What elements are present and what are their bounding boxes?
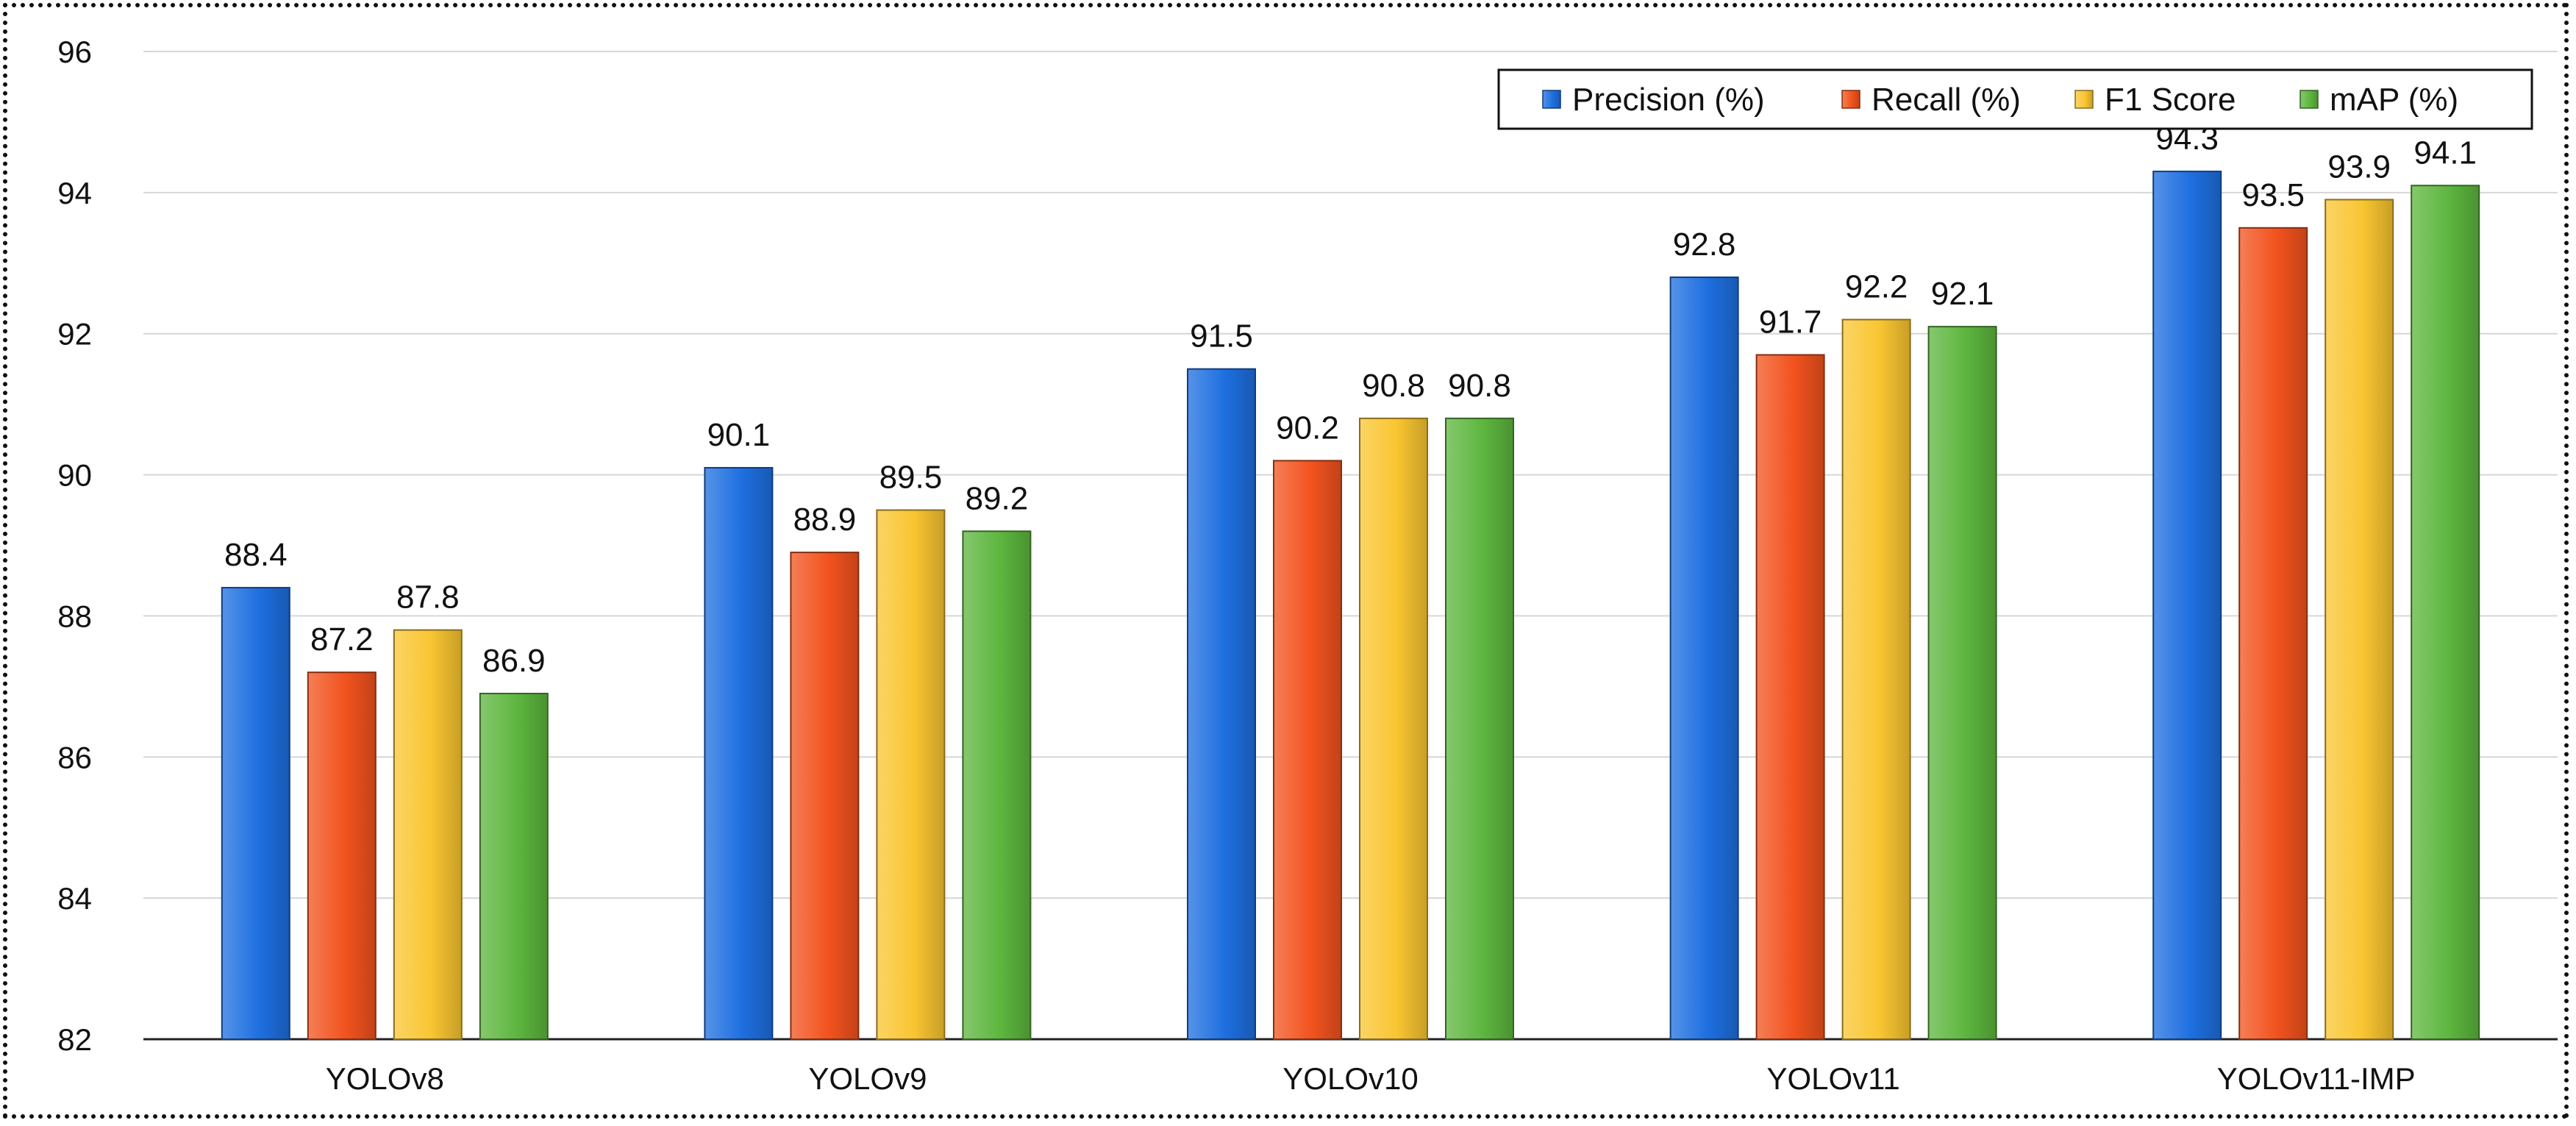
y-tick-label: 96 [57,35,92,69]
data-label: 93.5 [2241,177,2305,213]
data-label: 93.9 [2327,149,2391,185]
data-label: 89.5 [880,460,943,496]
bar-yolov10-1 [1273,460,1342,1040]
bar-yolov9-1 [790,552,860,1040]
bars [221,171,2480,1041]
x-category-label: YOLOv11 [1766,1061,1899,1096]
x-category-label: YOLOv10 [1282,1061,1418,1096]
bar-yolov8-3 [479,692,549,1040]
data-label: 91.5 [1190,318,1253,354]
y-tick-label: 82 [57,1022,92,1057]
data-label: 92.1 [1931,276,1994,312]
bar-yolov8-2 [393,629,463,1040]
data-label: 90.8 [1448,368,1511,404]
bar-yolov11-imp-2 [2325,199,2394,1041]
legend-label: F1 Score [2105,82,2236,118]
bar-yolov10-0 [1187,368,1256,1040]
y-tick-label: 90 [57,458,92,493]
y-tick-label: 88 [57,599,92,633]
y-tick-label: 84 [57,881,92,916]
data-label: 86.9 [482,643,546,679]
bar-yolov11-2 [1841,318,1911,1040]
data-label: 91.7 [1759,304,1822,340]
legend-swatch [2074,90,2094,109]
bar-yolov11-1 [1755,354,1825,1040]
x-category-label: YOLOv9 [808,1061,927,1096]
data-label: 90.1 [707,417,771,453]
x-category-label: YOLOv11-IMP [2217,1061,2416,1096]
legend-swatch [1841,90,1860,109]
bar-yolov8-0 [221,587,290,1040]
x-category-label: YOLOv8 [326,1061,444,1096]
bar-yolov9-3 [962,530,1032,1040]
data-label: 87.8 [396,580,460,616]
y-tick-label: 92 [57,317,92,352]
legend-swatch [1542,90,1561,109]
data-label: 92.2 [1845,269,1908,305]
bar-yolov10-3 [1445,417,1514,1040]
y-tick-label: 86 [57,740,92,774]
bar-yolov11-imp-1 [2238,227,2308,1041]
legend-swatch [2300,90,2319,109]
legend-label: Recall (%) [1872,82,2021,118]
bar-yolov11-imp-3 [2411,185,2480,1040]
legend-label: mAP (%) [2330,82,2458,118]
bar-yolov9-0 [704,466,774,1040]
data-labels: 88.4 87.2 87.8 86.9 90.1 88.9 89.5 89.2 91.5 90.2… [224,121,2477,679]
bar-yolov11-0 [1669,276,1739,1040]
legend: Precision (%) Recall (%) F1 Score mAP (%) [1497,68,2533,130]
legend-box [1497,68,2533,130]
data-label: 88.4 [224,537,288,573]
data-label: 88.9 [793,502,857,538]
bar-yolov11-imp-0 [2152,171,2222,1040]
data-label: 90.8 [1362,368,1425,404]
legend-label: Precision (%) [1572,82,1765,118]
axes: 82 84 86 88 90 92 94 96 YOLOv8 YOLOv9 YOLOv10 YOLOv… [57,35,2558,1096]
data-label: 94.1 [2413,135,2477,171]
data-label: 87.2 [310,621,374,658]
y-tick-label: 94 [57,176,92,210]
data-label: 92.8 [1673,227,1736,263]
bar-yolov9-2 [876,509,946,1040]
data-label: 90.2 [1276,410,1339,446]
bar-yolov8-1 [307,671,377,1041]
bar-yolov11-3 [1927,326,1997,1041]
bar-yolov10-2 [1359,417,1428,1040]
data-label: 89.2 [966,480,1029,516]
